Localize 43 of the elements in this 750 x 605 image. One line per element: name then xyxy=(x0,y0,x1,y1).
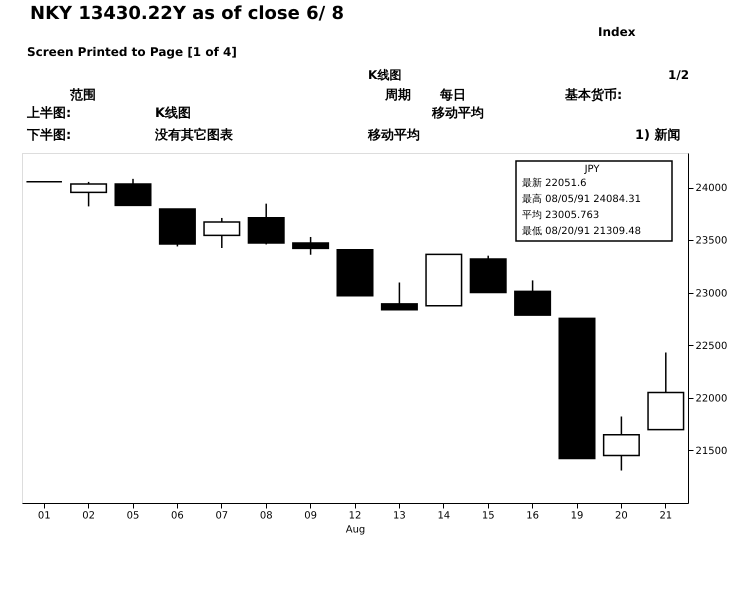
y-tick-label: 22000 xyxy=(696,393,728,404)
text: 移动平均 xyxy=(367,128,420,143)
y-tick-label: 21500 xyxy=(696,446,728,457)
text: 周期 xyxy=(384,88,411,103)
y-tick-label: 23500 xyxy=(696,236,728,247)
x-tick-label: 12 xyxy=(348,510,362,522)
text: 上半图: xyxy=(26,106,72,121)
annotation: 最新 22051.6 xyxy=(522,177,587,189)
x-tick-label: 21 xyxy=(659,510,672,522)
x-tick-label: 20 xyxy=(615,510,628,522)
chart-subtitle: Screen Printed to Page [1 of 4] xyxy=(27,45,237,59)
y-tick-label: 23000 xyxy=(696,288,728,300)
x-tick-label: 19 xyxy=(570,510,584,522)
x-tick-label: 15 xyxy=(482,510,495,522)
annotation: JPY xyxy=(584,164,600,175)
chart-title: NKY 13430.22Y as of close 6/ 8 xyxy=(30,3,344,24)
text: 基本货币: xyxy=(564,87,622,103)
x-tick-label: 06 xyxy=(171,510,184,522)
x-tick-label: 05 xyxy=(126,510,140,522)
annotation: 平均 23005.763 xyxy=(522,209,600,221)
x-tick-label: 14 xyxy=(437,510,450,522)
text: K线图 xyxy=(368,68,402,82)
y-tick-label: 22500 xyxy=(696,340,728,352)
x-tick-label: 09 xyxy=(304,510,317,522)
annotation: 最高 08/05/91 24084.31 xyxy=(522,193,641,205)
annotation: 最低 08/20/91 21309.48 xyxy=(522,226,641,237)
x-tick-label: 02 xyxy=(82,510,95,522)
x-tick-label: 08 xyxy=(260,510,273,522)
text: 范围 xyxy=(69,88,96,103)
text: 没有其它图表 xyxy=(154,127,234,143)
x-tick-label: 07 xyxy=(215,510,228,522)
y-tick-label: 24000 xyxy=(696,183,728,194)
text: Index xyxy=(598,25,636,39)
x-tick-label: 01 xyxy=(38,510,51,522)
x-tick-label: 16 xyxy=(526,510,539,522)
text: K线图 xyxy=(155,106,192,121)
text: 移动平均 xyxy=(431,106,484,121)
text: 每日 xyxy=(439,88,466,103)
text: 下半图: xyxy=(26,128,72,143)
text: 1) 新闻 xyxy=(635,127,681,143)
text: 1/2 xyxy=(668,68,690,82)
x-axis-title: Aug xyxy=(346,524,366,536)
x-tick-label: 13 xyxy=(393,510,406,522)
